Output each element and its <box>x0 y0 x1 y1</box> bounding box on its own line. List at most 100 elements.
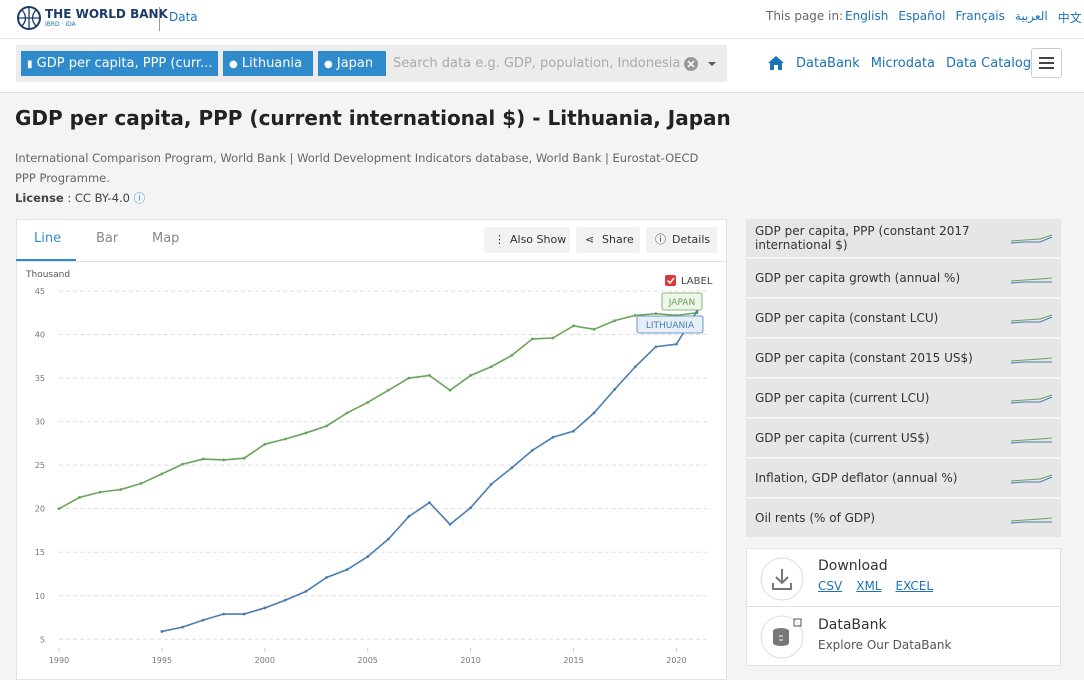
related-label: GDP per capita (current LCU) <box>755 391 930 405</box>
data-point <box>201 457 205 461</box>
tab[interactable]: Line <box>34 231 62 246</box>
language-link[interactable]: 中文 <box>1057 11 1082 25</box>
series-tag: JAPAN <box>668 298 695 308</box>
data-point <box>304 590 308 593</box>
language-link[interactable]: العربية <box>1014 9 1048 23</box>
languages-label: This page in: <box>766 9 844 23</box>
data-point <box>242 456 246 460</box>
search-controls[interactable] <box>683 56 719 72</box>
data-point <box>654 345 658 349</box>
download-link[interactable]: EXCEL <box>895 579 934 593</box>
data-point <box>366 401 370 404</box>
data-point <box>78 495 81 499</box>
sparkline-line <box>1010 441 1052 444</box>
nav-link[interactable]: Data Catalog <box>945 56 1032 71</box>
search-tag[interactable]: ● Japan <box>318 51 386 76</box>
nav: DataBank Microdata Data Catalog <box>796 56 1031 71</box>
related-label: GDP per capita (constant LCU) <box>755 311 939 325</box>
data-point <box>530 337 534 341</box>
related-label: Inflation, GDP deflator (annual %) <box>755 471 958 485</box>
section[interactable]: Data <box>169 10 198 24</box>
language-link[interactable]: Français <box>955 9 1005 23</box>
data-point <box>304 431 308 435</box>
y-tick-label: 5 <box>40 635 45 644</box>
tabs: Line Bar Map <box>34 231 208 246</box>
related-label: GDP per capita growth (annual %) <box>755 271 961 285</box>
data-point <box>263 606 267 610</box>
related-indicator[interactable]: GDP per capita, PPP (constant 2017 inter… <box>746 219 1061 258</box>
sparkline-line <box>1010 437 1053 442</box>
search-tag[interactable]: ▮ GDP per capita, PPP (curr... <box>21 51 218 76</box>
sparkline <box>1010 437 1053 444</box>
download-link[interactable]: XML <box>856 579 882 593</box>
data-point <box>325 576 328 579</box>
related-indicator[interactable]: GDP per capita (constant LCU) <box>746 299 1061 338</box>
data-point <box>510 466 514 470</box>
related-indicator[interactable]: GDP per capita (current LCU) <box>746 379 1061 418</box>
tab[interactable]: Bar <box>96 231 119 246</box>
data-point <box>181 462 184 466</box>
data-point <box>181 625 184 629</box>
data-point <box>448 522 452 526</box>
search-tag[interactable]: ● Lithuania <box>223 51 313 76</box>
data-point <box>366 555 370 558</box>
chart: Thousand 5 10 15 20 25 30 35 40 45 1990 1995 2000 200… <box>25 270 713 665</box>
series-line <box>58 311 698 510</box>
sparkline <box>1010 234 1053 244</box>
x-tick-label: 2005 <box>358 656 378 665</box>
related-label: Oil rents (% of GDP) <box>755 511 876 525</box>
data-point <box>283 437 287 441</box>
data-point <box>469 506 473 510</box>
sparkline-line <box>1010 517 1053 522</box>
related-indicator[interactable]: Oil rents (% of GDP) <box>746 499 1061 538</box>
data-point <box>283 598 287 602</box>
related-indicator[interactable]: GDP per capita (constant 2015 US$) <box>746 339 1061 378</box>
nav-link[interactable]: DataBank <box>796 56 860 71</box>
x-tick-label: 2010 <box>460 656 480 665</box>
data-point <box>489 482 493 486</box>
download-formats: CSV XML EXCEL <box>818 579 933 593</box>
license-value: : CC BY-4.0 <box>67 191 130 205</box>
data-point <box>57 507 61 511</box>
sparkline <box>1010 474 1053 484</box>
related-indicator[interactable]: GDP per capita (current US$) <box>746 419 1061 458</box>
action-button[interactable]: ⋖ Share <box>576 227 640 253</box>
languages: English Español Français العربية 中文 <box>845 9 1082 26</box>
related-indicator[interactable]: Inflation, GDP deflator (annual %) <box>746 459 1061 498</box>
brand-sub: IBRD · IDA <box>45 21 76 28</box>
menu-icon <box>1039 57 1054 69</box>
home-icon[interactable] <box>767 55 785 71</box>
data-point <box>551 336 555 340</box>
menu-button[interactable] <box>1031 48 1062 78</box>
search-placeholder[interactable]: Search data e.g. GDP, population, Indone… <box>393 56 681 71</box>
sparkline-line <box>1010 234 1053 242</box>
download-icon <box>760 557 804 601</box>
action-button[interactable]: ⋮ Also Show <box>484 227 570 253</box>
sparkline-line <box>1010 361 1052 364</box>
data-point <box>530 448 534 452</box>
y-tick-label: 15 <box>35 548 45 557</box>
y-tick-label: 25 <box>35 461 45 470</box>
data-point <box>345 411 349 415</box>
action-button[interactable]: ⓘ Details <box>646 227 717 253</box>
data-point <box>386 388 390 392</box>
tab[interactable]: Map <box>152 231 180 246</box>
download-link[interactable]: CSV <box>818 579 843 593</box>
data-point <box>633 313 637 317</box>
data-point <box>407 376 411 380</box>
language-link[interactable]: Español <box>898 9 946 23</box>
x-tick-label: 1995 <box>152 656 172 665</box>
legend-checkbox[interactable] <box>665 275 676 286</box>
tag-text: Japan <box>336 56 374 71</box>
databank-title[interactable]: DataBank <box>818 617 887 633</box>
related-indicator[interactable]: GDP per capita growth (annual %) <box>746 259 1061 298</box>
language-link[interactable]: English <box>845 9 889 23</box>
data-point <box>345 568 349 572</box>
logo-globe <box>17 6 41 30</box>
nav-link[interactable]: Microdata <box>870 56 935 71</box>
y-tick-label: 20 <box>35 505 45 514</box>
data-point <box>119 488 123 491</box>
sparkline-line <box>1010 521 1052 524</box>
sparkline <box>1010 517 1053 524</box>
sparkline-line <box>1010 281 1052 284</box>
